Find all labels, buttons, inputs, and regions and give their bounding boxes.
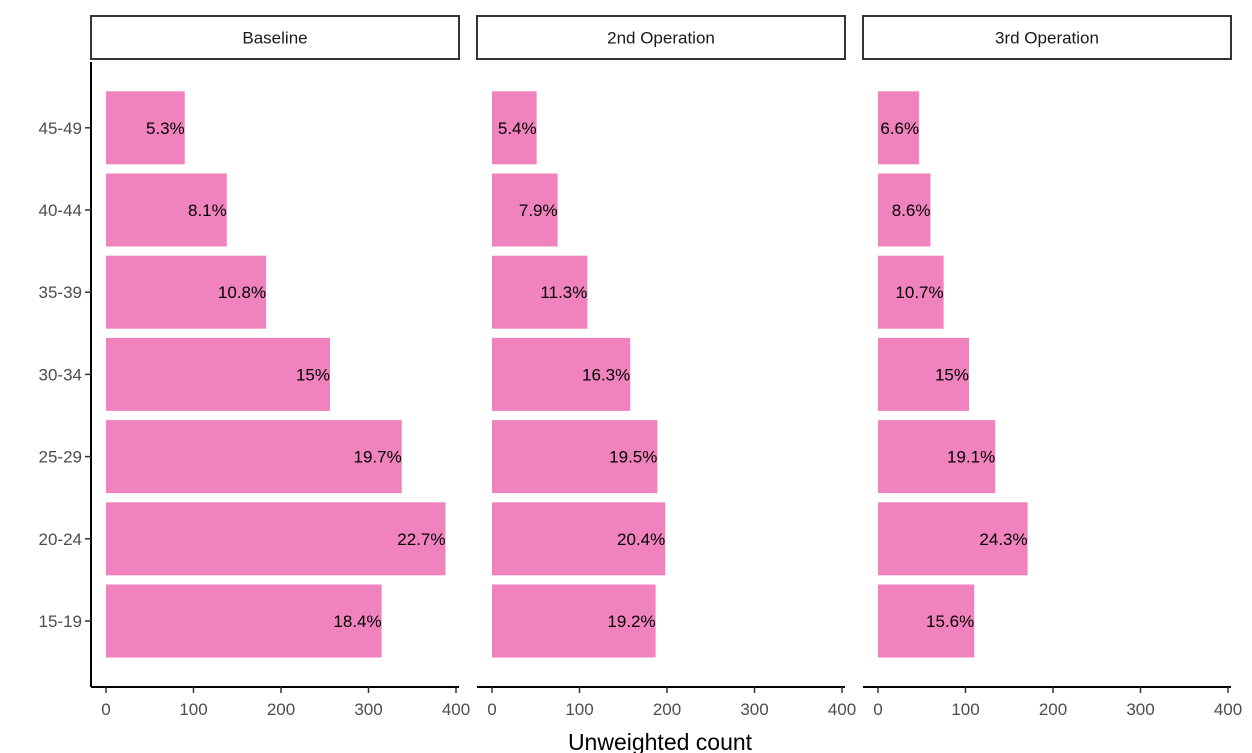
- bar-value-label: 18.4%: [333, 612, 381, 631]
- bar-value-label: 19.1%: [947, 448, 995, 467]
- y-tick-label: 25-29: [39, 448, 82, 467]
- y-tick-label: 30-34: [39, 365, 82, 384]
- bar: [492, 173, 558, 247]
- bar-value-label: 5.3%: [146, 119, 185, 138]
- facet-strip-title: Baseline: [242, 29, 307, 48]
- bar: [106, 91, 185, 165]
- y-tick-label: 40-44: [39, 201, 82, 220]
- bar: [878, 91, 920, 165]
- bar: [106, 584, 382, 658]
- bar-value-label: 15.6%: [926, 612, 974, 631]
- bar-value-label: 16.3%: [582, 365, 630, 384]
- bar-value-label: 19.5%: [609, 448, 657, 467]
- bar: [878, 584, 975, 658]
- bar: [878, 255, 944, 329]
- bar-value-label: 11.3%: [540, 283, 587, 302]
- x-tick-label: 400: [442, 700, 470, 719]
- bar-value-label: 10.8%: [218, 283, 266, 302]
- bar-value-label: 7.9%: [519, 201, 558, 220]
- bar: [492, 420, 658, 494]
- bar: [106, 173, 227, 247]
- bar: [878, 420, 996, 494]
- x-tick-label: 200: [653, 700, 681, 719]
- x-tick-label: 300: [1126, 700, 1154, 719]
- bar-value-label: 22.7%: [397, 530, 445, 549]
- bar: [106, 420, 402, 494]
- bar: [492, 91, 537, 165]
- bar-value-label: 5.4%: [498, 119, 537, 138]
- x-tick-label: 100: [951, 700, 979, 719]
- x-tick-label: 200: [1039, 700, 1067, 719]
- facet-strip-title: 2nd Operation: [607, 29, 715, 48]
- x-tick-label: 100: [179, 700, 207, 719]
- x-axis-title: Unweighted count: [568, 729, 753, 753]
- bar: [492, 502, 666, 576]
- bar-value-label: 10.7%: [895, 283, 943, 302]
- x-tick-label: 0: [873, 700, 882, 719]
- x-tick-label: 0: [101, 700, 110, 719]
- y-tick-label: 35-39: [39, 283, 82, 302]
- x-tick-label: 100: [565, 700, 593, 719]
- bar-value-label: 15%: [935, 365, 969, 384]
- bar-value-label: 8.6%: [892, 201, 931, 220]
- bar-value-label: 19.7%: [354, 448, 402, 467]
- x-tick-label: 300: [354, 700, 382, 719]
- bar-value-label: 19.2%: [607, 612, 655, 631]
- y-tick-label: 45-49: [39, 119, 82, 138]
- bar-value-label: 6.6%: [880, 119, 919, 138]
- facet-strip: [476, 15, 846, 60]
- bar: [492, 584, 656, 658]
- bar: [878, 173, 931, 247]
- bar-value-label: 8.1%: [188, 201, 227, 220]
- bar: [106, 502, 446, 576]
- facet-strip: [90, 15, 460, 60]
- facet-strip-title: 3rd Operation: [995, 29, 1099, 48]
- x-tick-label: 0: [487, 700, 496, 719]
- bar: [492, 255, 588, 329]
- facet-strip: [862, 15, 1232, 60]
- y-tick-label: 15-19: [39, 612, 82, 631]
- bar-value-label: 20.4%: [617, 530, 665, 549]
- x-tick-label: 200: [267, 700, 295, 719]
- x-tick-label: 300: [740, 700, 768, 719]
- bar: [878, 337, 969, 411]
- x-tick-label: 400: [828, 700, 856, 719]
- bar-value-label: 15%: [296, 365, 330, 384]
- x-tick-label: 400: [1214, 700, 1242, 719]
- bar: [106, 337, 330, 411]
- bar: [878, 502, 1028, 576]
- bar: [106, 255, 267, 329]
- bar-value-label: 24.3%: [979, 530, 1027, 549]
- bar: [492, 337, 631, 411]
- y-tick-label: 20-24: [39, 530, 82, 549]
